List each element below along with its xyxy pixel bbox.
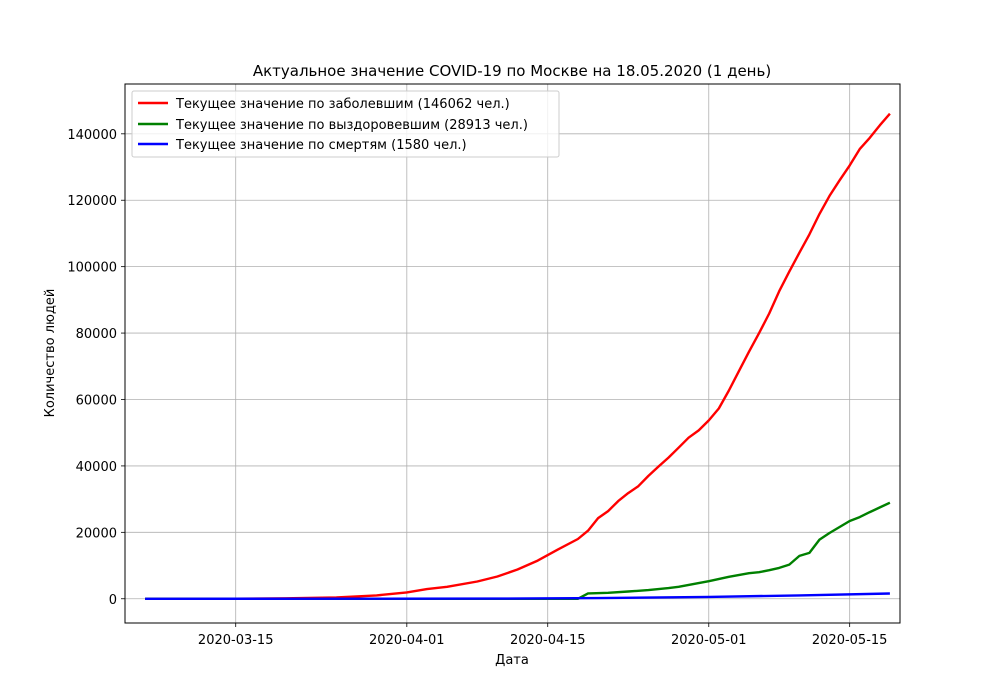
x-tick-label: 2020-04-15: [510, 633, 586, 648]
y-tick-label: 20000: [76, 526, 117, 541]
series-line-deaths: [145, 592, 890, 600]
y-tick-label: 80000: [76, 327, 117, 342]
y-tick-label: 140000: [67, 128, 117, 143]
x-tick-label: 2020-05-15: [812, 633, 888, 648]
series-line-cases: [145, 112, 891, 600]
plot-frame: [124, 83, 901, 624]
series-lines: [145, 112, 891, 600]
y-tick-label: 60000: [76, 393, 117, 408]
legend-label-cases: Текущее значение по заболевшим (146062 ч…: [175, 97, 510, 112]
x-tick-label: 2020-04-01: [369, 633, 445, 648]
y-axis: 0 20000 40000 60000 80000 100000 120000 140000: [67, 128, 125, 608]
x-tick-label: 2020-03-15: [198, 633, 274, 648]
x-axis-title: Дата: [495, 653, 529, 668]
y-tick-label: 120000: [67, 194, 117, 209]
legend-label-deaths: Текущее значение по смертям (1580 чел.): [175, 138, 467, 153]
chart-title: Актуальное значение COVID-19 по Москве н…: [253, 62, 771, 80]
x-axis: 2020-03-15 2020-04-01 2020-04-15 2020-05-01…: [198, 623, 888, 648]
y-tick-label: 0: [109, 593, 117, 608]
y-tick-label: 40000: [76, 460, 117, 475]
y-axis-title: Количество людей: [43, 289, 58, 418]
legend: Текущее значение по заболевшим (146062 ч…: [131, 90, 560, 158]
series-line-recovered: [145, 501, 891, 600]
plot-area: [125, 84, 900, 623]
y-tick-label: 100000: [67, 261, 117, 276]
legend-label-recovered: Текущее значение по выздоровевшим (28913…: [175, 118, 528, 133]
legend-box: [131, 90, 560, 158]
x-tick-label: 2020-05-01: [671, 633, 747, 648]
